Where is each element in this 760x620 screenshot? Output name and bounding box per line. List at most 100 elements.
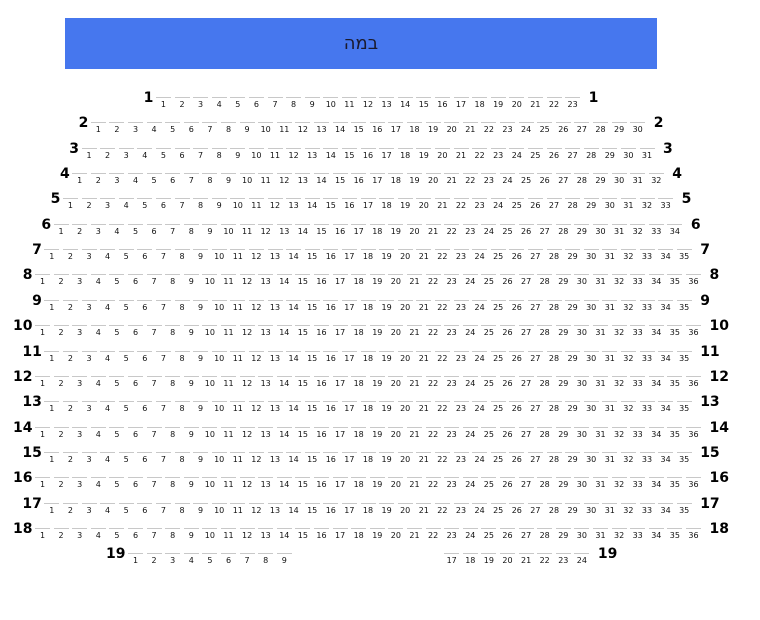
seat[interactable]: 14: [323, 147, 339, 163]
seat[interactable]: 29: [565, 401, 581, 416]
seat[interactable]: 8: [174, 401, 190, 416]
seat[interactable]: 18: [462, 553, 478, 568]
seat[interactable]: 7: [146, 426, 162, 442]
seat[interactable]: 17: [341, 401, 357, 416]
seat[interactable]: 10: [211, 502, 227, 518]
seat[interactable]: 24: [472, 502, 488, 518]
seat[interactable]: 20: [407, 223, 422, 239]
seat[interactable]: 9: [183, 325, 199, 340]
seat[interactable]: 10: [230, 198, 246, 213]
seat[interactable]: 27: [518, 426, 534, 442]
seat[interactable]: 13: [379, 97, 395, 112]
seat[interactable]: 16: [351, 173, 367, 188]
seat[interactable]: 26: [518, 223, 534, 239]
seat[interactable]: 11: [230, 502, 246, 518]
seat[interactable]: 30: [574, 527, 590, 543]
seat[interactable]: 31: [602, 350, 618, 366]
seat[interactable]: 18: [360, 502, 376, 518]
seat[interactable]: 7: [193, 147, 209, 163]
seat[interactable]: 23: [481, 173, 497, 188]
seat[interactable]: 31: [602, 299, 618, 315]
seat[interactable]: 30: [583, 350, 599, 366]
seat[interactable]: 25: [481, 274, 497, 289]
seat[interactable]: 24: [462, 477, 478, 492]
seat[interactable]: 35: [676, 350, 692, 366]
seat[interactable]: 32: [620, 502, 636, 518]
seat[interactable]: 15: [304, 350, 320, 366]
seat[interactable]: 21: [416, 350, 432, 366]
seat[interactable]: 1: [53, 223, 69, 239]
seat[interactable]: 2: [53, 477, 69, 492]
seat[interactable]: 34: [658, 249, 674, 264]
seat[interactable]: 24: [472, 350, 488, 366]
seat[interactable]: 20: [388, 477, 404, 492]
seat[interactable]: 7: [155, 249, 171, 264]
seat[interactable]: 35: [667, 426, 683, 442]
seat[interactable]: 20: [397, 502, 413, 518]
seat[interactable]: 22: [434, 451, 450, 467]
seat[interactable]: 6: [128, 274, 143, 289]
seat[interactable]: 1: [35, 325, 50, 340]
seat[interactable]: 7: [183, 173, 199, 188]
seat[interactable]: 28: [537, 274, 553, 289]
seat[interactable]: 22: [537, 553, 553, 568]
seat[interactable]: 21: [416, 451, 432, 467]
seat[interactable]: 14: [286, 502, 302, 518]
seat[interactable]: 2: [90, 173, 106, 188]
seat[interactable]: 32: [620, 249, 636, 264]
seat[interactable]: 23: [453, 451, 469, 467]
seat[interactable]: 5: [109, 527, 125, 543]
seat[interactable]: 9: [193, 249, 209, 264]
seat[interactable]: 21: [462, 122, 478, 137]
seat[interactable]: 4: [90, 325, 106, 340]
seat[interactable]: 30: [620, 147, 636, 163]
seat[interactable]: 34: [658, 401, 674, 416]
seat[interactable]: 13: [258, 274, 274, 289]
seat[interactable]: 20: [425, 173, 441, 188]
seat[interactable]: 13: [267, 350, 283, 366]
seat[interactable]: 8: [174, 502, 190, 518]
seat[interactable]: 28: [565, 198, 581, 213]
seat[interactable]: 24: [490, 198, 506, 213]
seat[interactable]: 15: [304, 299, 320, 315]
seat[interactable]: 14: [276, 325, 292, 340]
seat[interactable]: 19: [369, 274, 385, 289]
seat[interactable]: 28: [546, 502, 562, 518]
seat[interactable]: 6: [137, 451, 153, 467]
seat[interactable]: 34: [658, 299, 674, 315]
seat[interactable]: 4: [100, 451, 116, 467]
seat[interactable]: 7: [155, 451, 171, 467]
seat[interactable]: 11: [221, 477, 236, 492]
seat[interactable]: 10: [239, 173, 255, 188]
seat[interactable]: 26: [500, 477, 515, 492]
seat[interactable]: 18: [407, 122, 422, 137]
seat[interactable]: 1: [44, 249, 60, 264]
seat[interactable]: 15: [416, 97, 432, 112]
seat[interactable]: 7: [155, 401, 171, 416]
seat[interactable]: 34: [648, 325, 664, 340]
seat[interactable]: 27: [527, 401, 543, 416]
seat[interactable]: 15: [351, 122, 367, 137]
seat[interactable]: 15: [295, 527, 311, 543]
seat[interactable]: 1: [44, 401, 60, 416]
seat[interactable]: 33: [639, 249, 655, 264]
seat[interactable]: 32: [620, 451, 636, 467]
seat[interactable]: 17: [341, 502, 357, 518]
seat[interactable]: 22: [434, 350, 450, 366]
seat[interactable]: 8: [286, 97, 302, 112]
seat[interactable]: 28: [546, 249, 562, 264]
seat[interactable]: 31: [593, 375, 608, 391]
seat[interactable]: 4: [137, 147, 153, 163]
seat[interactable]: 27: [518, 325, 534, 340]
seat[interactable]: 18: [388, 173, 404, 188]
seat[interactable]: 6: [128, 325, 143, 340]
seat[interactable]: 18: [351, 527, 367, 543]
seat[interactable]: 14: [332, 122, 348, 137]
seat[interactable]: 30: [574, 426, 590, 442]
seat[interactable]: 28: [555, 223, 571, 239]
seat[interactable]: 6: [128, 375, 143, 391]
seat[interactable]: 29: [555, 477, 571, 492]
seat[interactable]: 17: [369, 173, 385, 188]
seat[interactable]: 23: [500, 122, 515, 137]
seat[interactable]: 17: [453, 97, 469, 112]
